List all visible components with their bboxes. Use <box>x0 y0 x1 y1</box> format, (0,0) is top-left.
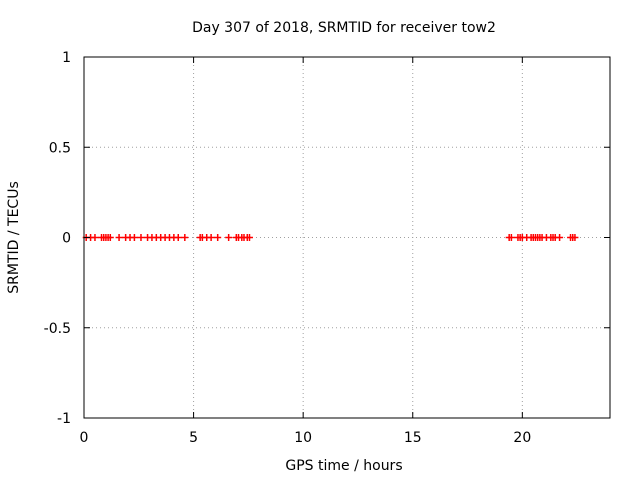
data-point <box>214 234 222 241</box>
chart-title: Day 307 of 2018, SRMTID for receiver tow… <box>192 20 496 36</box>
data-point <box>245 234 253 241</box>
y-tick-label: -0.5 <box>44 321 71 337</box>
data-points <box>82 234 579 241</box>
y-tick-label: 0 <box>62 231 71 247</box>
x-axis-label: GPS time / hours <box>285 458 402 474</box>
data-point <box>181 234 189 241</box>
axis-ticks: 0 5 10 15 20 -1 -0.5 0 0.5 1 <box>44 50 610 446</box>
data-point <box>225 234 233 241</box>
y-tick-label: 1 <box>62 50 71 66</box>
data-point <box>174 234 182 241</box>
x-tick-label: 5 <box>189 430 198 446</box>
data-point <box>507 234 515 241</box>
x-tick-label: 15 <box>404 430 422 446</box>
y-axis-label: SRMTID / TECUs <box>6 181 22 294</box>
data-point <box>137 234 145 241</box>
data-point <box>115 234 123 241</box>
plot-frame <box>83 56 611 419</box>
data-point <box>556 234 564 241</box>
y-tick-label: -1 <box>57 411 71 427</box>
x-tick-label: 10 <box>294 430 312 446</box>
data-point <box>571 234 579 241</box>
data-point <box>207 234 215 241</box>
x-tick-label: 20 <box>513 430 531 446</box>
data-point <box>91 234 99 241</box>
x-tick-label: 0 <box>80 430 89 446</box>
data-point <box>130 234 138 241</box>
y-tick-label: 0.5 <box>49 140 71 156</box>
data-point <box>106 234 114 241</box>
